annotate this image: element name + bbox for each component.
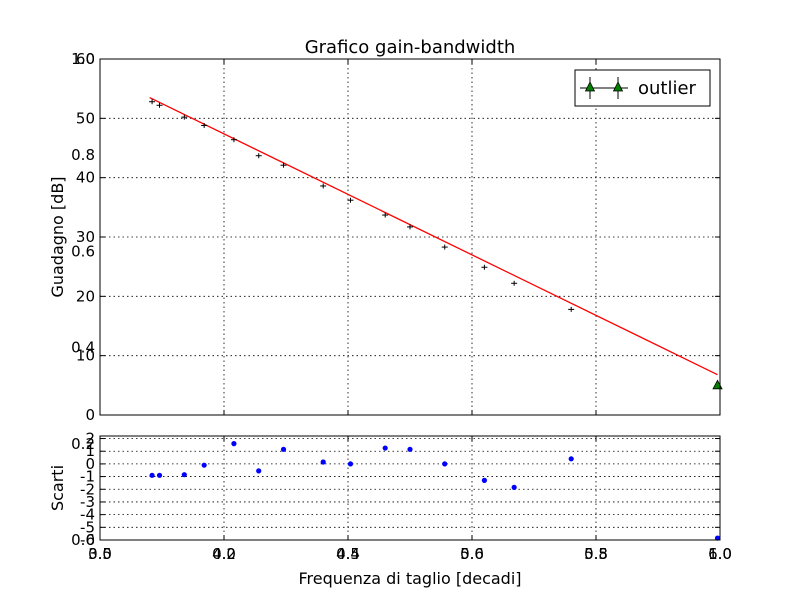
x-tick-label: 4.0 bbox=[212, 545, 236, 563]
y-tick-label-bottom: -3 bbox=[80, 493, 95, 511]
data-point bbox=[382, 212, 389, 218]
data-point bbox=[156, 102, 163, 108]
fit-line bbox=[149, 96, 718, 376]
outlier-point bbox=[712, 379, 723, 390]
data-point bbox=[441, 244, 448, 250]
y-tick-label-bottom: -2 bbox=[80, 480, 95, 498]
overlay-x-tick-label: 1.0 bbox=[708, 545, 732, 563]
data-point bbox=[149, 99, 156, 105]
y-tick-label-top: 0 bbox=[85, 406, 95, 424]
residual-point bbox=[511, 484, 517, 490]
data-point bbox=[181, 114, 188, 120]
data-point bbox=[255, 153, 262, 159]
data-point bbox=[320, 183, 327, 189]
residual-point bbox=[442, 461, 448, 467]
residual-point bbox=[231, 441, 237, 447]
bottom-axes-frame bbox=[99, 435, 721, 541]
y-tick-label-top: 60 bbox=[76, 50, 95, 68]
data-point bbox=[280, 162, 287, 168]
data-point bbox=[511, 280, 518, 286]
y-tick-label-bottom: 0 bbox=[85, 455, 95, 473]
data-point bbox=[230, 137, 237, 143]
x-tick-label: 3.5 bbox=[88, 545, 112, 563]
x-tick-label: 4.5 bbox=[336, 545, 360, 563]
overlay-x-tick-label: 0.8 bbox=[584, 545, 608, 563]
y-tick-label-bottom: 2 bbox=[85, 430, 95, 448]
overlay-y-tick-label: 0.8 bbox=[71, 146, 95, 164]
residual-point bbox=[382, 445, 388, 451]
legend-triangle bbox=[612, 81, 624, 92]
residual-point bbox=[149, 472, 155, 478]
y-tick-label-top: 50 bbox=[76, 109, 95, 127]
overlay-y-tick-label: 0.2 bbox=[71, 435, 95, 453]
residual-point bbox=[256, 468, 262, 474]
y-tick-label-top: 10 bbox=[76, 347, 95, 365]
x-tick-label: 5.5 bbox=[584, 545, 608, 563]
overlay-y-tick-label: 0.6 bbox=[71, 242, 95, 260]
residual-point bbox=[407, 446, 413, 452]
overlay-x-tick-label: 0.4 bbox=[336, 545, 360, 563]
residual-point bbox=[201, 462, 207, 468]
y-tick-label-top: 20 bbox=[76, 287, 95, 305]
overlay-x-tick-label: 0.2 bbox=[212, 545, 236, 563]
y-tick-label-bottom: 1 bbox=[85, 442, 95, 460]
legend-marker bbox=[580, 77, 628, 99]
overlay-y-tick-label: 0.0 bbox=[71, 531, 95, 549]
residual-point bbox=[481, 477, 487, 483]
overlay-x-tick-label: 0.0 bbox=[88, 545, 112, 563]
data-point bbox=[481, 264, 488, 270]
y-tick-label-top: 30 bbox=[76, 228, 95, 246]
x-tick-label: 6.0 bbox=[708, 545, 732, 563]
legend-label: outlier bbox=[638, 78, 697, 99]
y-axis-label-top: Guadagno [dB] bbox=[48, 176, 67, 297]
y-tick-label-bottom: -5 bbox=[80, 518, 95, 536]
residual-point bbox=[347, 461, 354, 467]
data-point bbox=[347, 197, 354, 203]
residual-point bbox=[714, 535, 721, 541]
residual-point bbox=[280, 446, 287, 452]
residual-point bbox=[320, 459, 326, 465]
data-point bbox=[201, 122, 208, 128]
overlay-y-tick-label: 1.0 bbox=[71, 50, 95, 68]
y-tick-label-bottom: -1 bbox=[80, 468, 95, 486]
legend-triangle bbox=[584, 81, 596, 92]
y-tick-label-bottom: -6 bbox=[80, 531, 95, 549]
overlay-y-tick-label: 0.4 bbox=[71, 339, 95, 357]
data-point bbox=[568, 306, 575, 312]
chart-title: Grafico gain-bandwidth bbox=[305, 37, 516, 58]
data-point bbox=[407, 224, 413, 230]
y-tick-label-top: 40 bbox=[76, 169, 95, 187]
overlay-x-tick-label: 0.6 bbox=[460, 545, 484, 563]
y-axis-label-bottom: Scarti bbox=[48, 465, 67, 511]
legend: outlier bbox=[574, 69, 711, 107]
residual-point bbox=[156, 472, 163, 478]
residual-point bbox=[568, 456, 574, 462]
y-tick-label-bottom: -4 bbox=[80, 506, 95, 524]
x-tick-label: 5.0 bbox=[460, 545, 484, 563]
residual-point bbox=[181, 472, 187, 478]
x-axis-label: Frequenza di taglio [decadi] bbox=[298, 569, 521, 588]
